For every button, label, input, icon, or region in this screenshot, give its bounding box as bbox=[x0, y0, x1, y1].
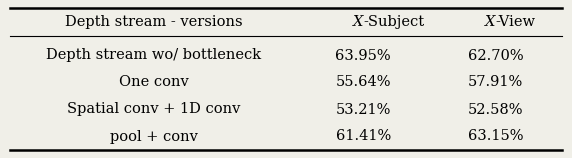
Text: Depth stream wo/ bottleneck: Depth stream wo/ bottleneck bbox=[46, 49, 261, 63]
Text: 57.91%: 57.91% bbox=[468, 76, 523, 89]
Text: -View: -View bbox=[496, 15, 536, 29]
Text: One conv: One conv bbox=[118, 76, 188, 89]
Text: 61.41%: 61.41% bbox=[336, 130, 391, 143]
Text: X: X bbox=[486, 15, 496, 29]
Text: Depth stream - versions: Depth stream - versions bbox=[65, 15, 243, 29]
Text: pool + conv: pool + conv bbox=[110, 130, 197, 143]
Text: 53.21%: 53.21% bbox=[336, 103, 391, 116]
Text: 55.64%: 55.64% bbox=[336, 76, 391, 89]
Text: 63.95%: 63.95% bbox=[335, 49, 391, 63]
Text: 52.58%: 52.58% bbox=[468, 103, 523, 116]
Text: -Subject: -Subject bbox=[363, 15, 424, 29]
Text: Spatial conv + 1D conv: Spatial conv + 1D conv bbox=[67, 103, 240, 116]
Text: 63.15%: 63.15% bbox=[468, 130, 523, 143]
Text: 62.70%: 62.70% bbox=[468, 49, 523, 63]
Text: X: X bbox=[353, 15, 363, 29]
